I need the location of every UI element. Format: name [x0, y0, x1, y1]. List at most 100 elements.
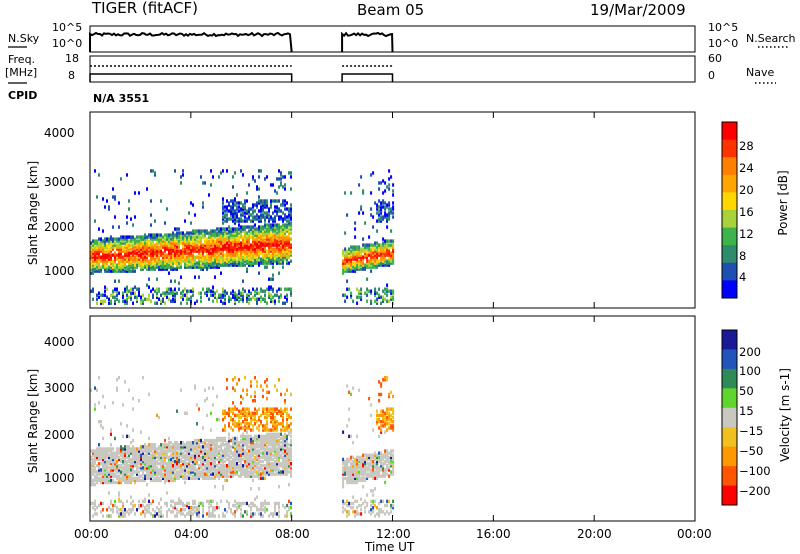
- heatmap-cell: [124, 287, 126, 291]
- heatmap-cell: [256, 474, 258, 478]
- heatmap-cell: [124, 508, 126, 512]
- heatmap-cell: [246, 470, 248, 474]
- heatmap-cell: [290, 291, 292, 295]
- heatmap-cell: [262, 261, 264, 265]
- heatmap-cell: [290, 512, 292, 516]
- heatmap-cell: [250, 243, 252, 247]
- heatmap-cell: [204, 388, 206, 392]
- heatmap-cell: [132, 257, 134, 261]
- heatmap-cell: [94, 257, 96, 261]
- heatmap-cell: [284, 217, 286, 221]
- heatmap-cell: [142, 466, 144, 470]
- heatmap-cell: [94, 501, 96, 506]
- heatmap-cell: [230, 297, 232, 301]
- heatmap-cell: [172, 476, 174, 481]
- heatmap-cell: [122, 255, 124, 259]
- heatmap-cell: [112, 474, 114, 478]
- heatmap-cell: [368, 263, 371, 267]
- heatmap-cell: [282, 409, 284, 413]
- heatmap-cell: [240, 293, 242, 297]
- heatmap-cell: [184, 287, 186, 291]
- heatmap-cell: [224, 459, 226, 464]
- heatmap-cell: [258, 247, 260, 251]
- heatmap-cell: [240, 472, 242, 476]
- heatmap-cell: [278, 209, 280, 213]
- heatmap-cell: [102, 299, 104, 303]
- heatmap-cell: [242, 245, 244, 249]
- heatmap-cell: [166, 453, 168, 457]
- heatmap-cell: [122, 449, 124, 453]
- heatmap-cell: [158, 457, 160, 462]
- heatmap-cell: [268, 464, 270, 468]
- heatmap-cell: [266, 453, 268, 457]
- heatmap-cell: [96, 269, 98, 273]
- heatmap-cell: [110, 514, 112, 518]
- heatmap-cell: [282, 245, 284, 249]
- heatmap-cell: [290, 187, 292, 191]
- heatmap-cell: [192, 512, 194, 516]
- heatmap-cell: [266, 201, 268, 205]
- heatmap-cell: [232, 239, 234, 243]
- heatmap-cell: [150, 476, 152, 481]
- heatmap-cell: [232, 209, 234, 213]
- heatmap-cell: [348, 457, 351, 462]
- heatmap-cell: [372, 225, 375, 229]
- heatmap-cell: [290, 447, 292, 451]
- heatmap-cell: [384, 297, 387, 301]
- heatmap-cell: [190, 445, 192, 449]
- heatmap-cell: [258, 453, 260, 457]
- heatmap-cell: [104, 468, 106, 472]
- heatmap-cell: [160, 293, 162, 297]
- heatmap-cell: [364, 245, 367, 249]
- heatmap-cell: [392, 291, 395, 295]
- heatmap-cell: [378, 251, 381, 255]
- heatmap-cell: [388, 203, 391, 207]
- heatmap-cell: [180, 472, 182, 476]
- heatmap-cell: [380, 253, 383, 257]
- heatmap-cell: [266, 261, 268, 265]
- heatmap-cell: [232, 175, 234, 179]
- heatmap-cell: [128, 199, 130, 203]
- heatmap-cell: [268, 413, 270, 418]
- heatmap-cell: [256, 239, 258, 243]
- heatmap-cell: [226, 213, 228, 217]
- heatmap-cell: [182, 241, 184, 245]
- heatmap-cell: [286, 227, 288, 231]
- heatmap-cell: [156, 253, 158, 257]
- heatmap-cell: [152, 499, 154, 504]
- heatmap-cell: [122, 293, 124, 297]
- heatmap-cell: [144, 449, 146, 453]
- heatmap-cell: [162, 245, 164, 249]
- heatmap-cell: [222, 247, 224, 251]
- heatmap-cell: [386, 239, 389, 243]
- heatmap-cell: [216, 394, 218, 399]
- heatmap-cell: [242, 203, 244, 207]
- heatmap-cell: [280, 411, 282, 416]
- heatmap-cell: [224, 231, 226, 235]
- heatmap-cell: [154, 237, 156, 241]
- heatmap-cell: [182, 501, 184, 506]
- heatmap-cell: [168, 466, 170, 470]
- heatmap-cell: [104, 447, 106, 451]
- heatmap-cell: [112, 451, 114, 455]
- heatmap-cell: [238, 447, 240, 451]
- heatmap-cell: [250, 464, 252, 468]
- heatmap-cell: [232, 255, 234, 259]
- heatmap-cell: [242, 263, 244, 267]
- heatmap-cell: [244, 375, 246, 380]
- heatmap-cell: [288, 227, 290, 231]
- heatmap-cell: [272, 219, 274, 223]
- heatmap-cell: [190, 457, 192, 462]
- heatmap-cell: [174, 464, 176, 468]
- heatmap-cell: [148, 503, 150, 508]
- heatmap-cell: [222, 237, 224, 241]
- heatmap-cell: [242, 449, 244, 453]
- heatmap-cell: [146, 472, 148, 476]
- heatmap-cell: [188, 297, 190, 301]
- heatmap-cell: [132, 478, 134, 483]
- heatmap-cell: [352, 261, 355, 265]
- heatmap-cell: [266, 233, 268, 237]
- heatmap-cell: [238, 247, 240, 251]
- heatmap-cell: [184, 461, 186, 466]
- heatmap-cell: [114, 245, 116, 249]
